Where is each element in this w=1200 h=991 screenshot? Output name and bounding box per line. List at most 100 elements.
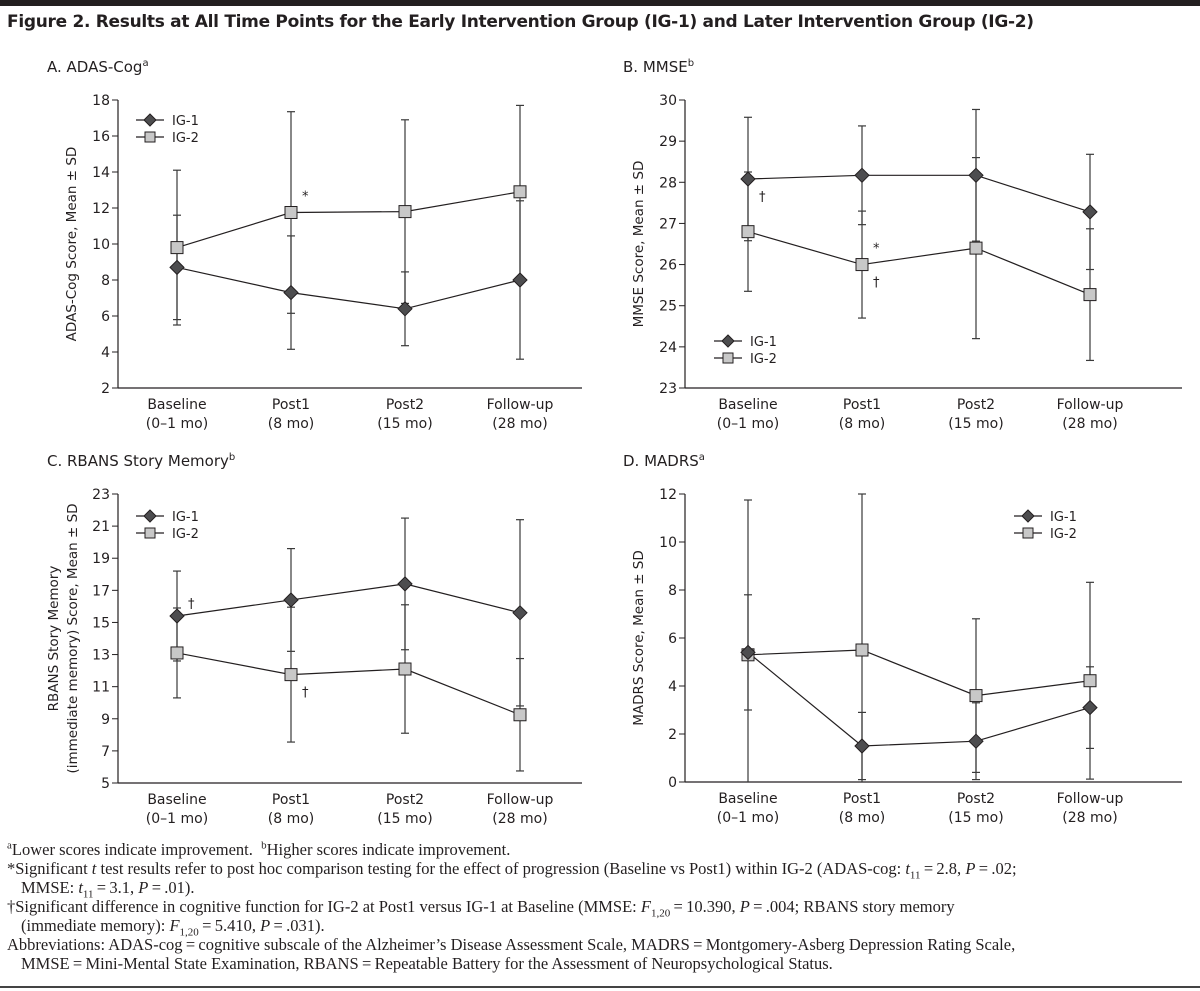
legend-diamond-icon	[1021, 509, 1035, 523]
y-tick-label: 25	[659, 299, 677, 315]
x-tick-sublabel: (15 mo)	[377, 416, 432, 432]
significance-asterisk: *	[302, 190, 309, 205]
error-bars	[173, 517, 524, 772]
legend-label: IG-2	[172, 527, 199, 542]
legend-label: IG-1	[172, 114, 199, 129]
footnote-dagger: †Significant difference in cognitive fun…	[7, 897, 955, 920]
x-tick-sublabel: (8 mo)	[268, 416, 314, 432]
y-tick-label: 15	[92, 615, 110, 631]
data-point-ig-1	[512, 605, 528, 621]
x-tick-sublabel: (15 mo)	[948, 416, 1003, 432]
y-tick-label: 23	[92, 487, 110, 503]
panel-c-rbans-story-memory: C. RBANS Story Memoryb 5 7 9 11 13 15 17 19 21 23 R…	[46, 452, 582, 827]
y-tick-label: 27	[659, 216, 677, 232]
data-point-ig-2	[1083, 674, 1097, 688]
x-tick-label: Baseline	[147, 792, 206, 808]
top-rule	[0, 0, 1200, 6]
y-tick-label: 7	[101, 744, 110, 760]
x-tick-label: Follow-up	[1057, 791, 1124, 807]
y-tick-label: 6	[101, 309, 110, 325]
data-point-ig-1	[169, 608, 185, 624]
series-line-ig-1	[747, 651, 1091, 747]
data-point-ig-2	[969, 689, 983, 703]
legend-diamond-icon	[143, 509, 157, 523]
y-tick-label: 28	[659, 175, 677, 191]
significance-dagger: †	[188, 597, 195, 612]
y-axis-label: MMSE Score, Mean ± SD	[631, 161, 647, 328]
y-tick-label: 9	[101, 712, 110, 728]
y-tick-label: 0	[668, 775, 677, 791]
x-tick-sublabel: (0–1 mo)	[146, 811, 208, 827]
data-point-ig-1	[1082, 699, 1098, 716]
x-tick-sublabel: (8 mo)	[839, 416, 885, 432]
y-tick-label: 29	[659, 134, 677, 150]
footnotes: aLower scores indicate improvement. bHig…	[7, 840, 1197, 973]
y-tick-label: 24	[659, 340, 677, 356]
x-tick-label: Post1	[272, 397, 310, 413]
x-tick-label: Post1	[272, 792, 310, 808]
x-tick-sublabel: (15 mo)	[948, 810, 1003, 826]
panel-title-superscript: a	[142, 58, 148, 69]
y-tick-label: 11	[92, 680, 110, 696]
panel-title: A. ADAS-Coga	[47, 58, 149, 76]
x-tick-label: Post1	[843, 791, 881, 807]
panel-title-superscript: a	[699, 452, 705, 463]
x-tick-label: Post2	[957, 791, 995, 807]
x-tick-sublabel: (0–1 mo)	[717, 810, 779, 826]
y-tick-label: 10	[659, 535, 677, 551]
legend-label: IG-2	[1050, 527, 1077, 542]
y-tick-label: 4	[101, 345, 110, 361]
x-tick-sublabel: (28 mo)	[1062, 810, 1117, 826]
legend-label: IG-1	[172, 510, 199, 525]
data-point-ig-1	[169, 259, 185, 276]
legend: IG-1 IG-2	[136, 509, 199, 542]
series-line-ig-2	[176, 652, 521, 716]
x-tick-sublabel: (8 mo)	[268, 811, 314, 827]
data-point-ig-2	[170, 241, 184, 255]
y-tick-label: 12	[659, 487, 677, 503]
x-tick-sublabel: (8 mo)	[839, 810, 885, 826]
footnote-b-mark: b	[261, 839, 267, 852]
y-axis-label: MADRS Score, Mean ± SD	[631, 550, 647, 726]
data-point-ig-2	[170, 646, 184, 660]
data-point-ig-1	[283, 592, 299, 608]
panel-a-adas-cog: A. ADAS-Coga 2 4 6 8 10 12 14 16 18 ADAS-Cog Score…	[47, 58, 582, 432]
figure-title: Figure 2. Results at All Time Points for…	[7, 12, 1034, 32]
panel-title-superscript: b	[229, 452, 235, 463]
y-tick-label: 21	[92, 519, 110, 535]
y-tick-label: 18	[92, 93, 110, 109]
panel-d-madrs: D. MADRSa 0 2 4 6 8 10 12 MADRS Score, Mean ± SD…	[623, 452, 1182, 826]
x-tick-label: Follow-up	[1057, 397, 1124, 413]
x-tick-sublabel: (15 mo)	[377, 811, 432, 827]
y-tick-label: 26	[659, 258, 677, 274]
y-tick-label: 17	[92, 583, 110, 599]
series-line-ig-2	[747, 231, 1091, 296]
x-tick-label: Follow-up	[487, 792, 554, 808]
y-tick-label: 8	[101, 273, 110, 289]
legend: IG-1 IG-2	[714, 334, 777, 367]
footnote-b-text: Higher scores indicate improvement.	[266, 840, 511, 859]
legend-label: IG-1	[1050, 510, 1077, 525]
legend-square-icon	[1022, 527, 1034, 539]
error-bars	[744, 493, 1094, 782]
x-tick-label: Baseline	[147, 397, 206, 413]
bottom-rule	[0, 986, 1200, 988]
series-line-ig-2	[747, 649, 1091, 697]
data-point-ig-2	[284, 668, 298, 682]
y-tick-label: 13	[92, 648, 110, 664]
significance-dagger: †	[759, 190, 766, 205]
x-tick-label: Post2	[386, 792, 424, 808]
data-point-ig-1	[1082, 204, 1098, 220]
data-point-ig-1	[968, 733, 984, 749]
footnote-ab: aLower scores indicate improvement. bHig…	[7, 840, 1197, 859]
data-point-ig-1	[854, 167, 870, 183]
error-bars	[744, 108, 1094, 362]
x-tick-sublabel: (0–1 mo)	[146, 416, 208, 432]
data-point-ig-1	[283, 284, 299, 301]
y-tick-label: 8	[668, 583, 677, 599]
x-tick-label: Follow-up	[487, 397, 554, 413]
panel-title-superscript: b	[688, 58, 694, 69]
data-point-ig-2	[855, 643, 869, 657]
legend-diamond-icon	[721, 334, 735, 348]
y-tick-label: 5	[101, 776, 110, 792]
